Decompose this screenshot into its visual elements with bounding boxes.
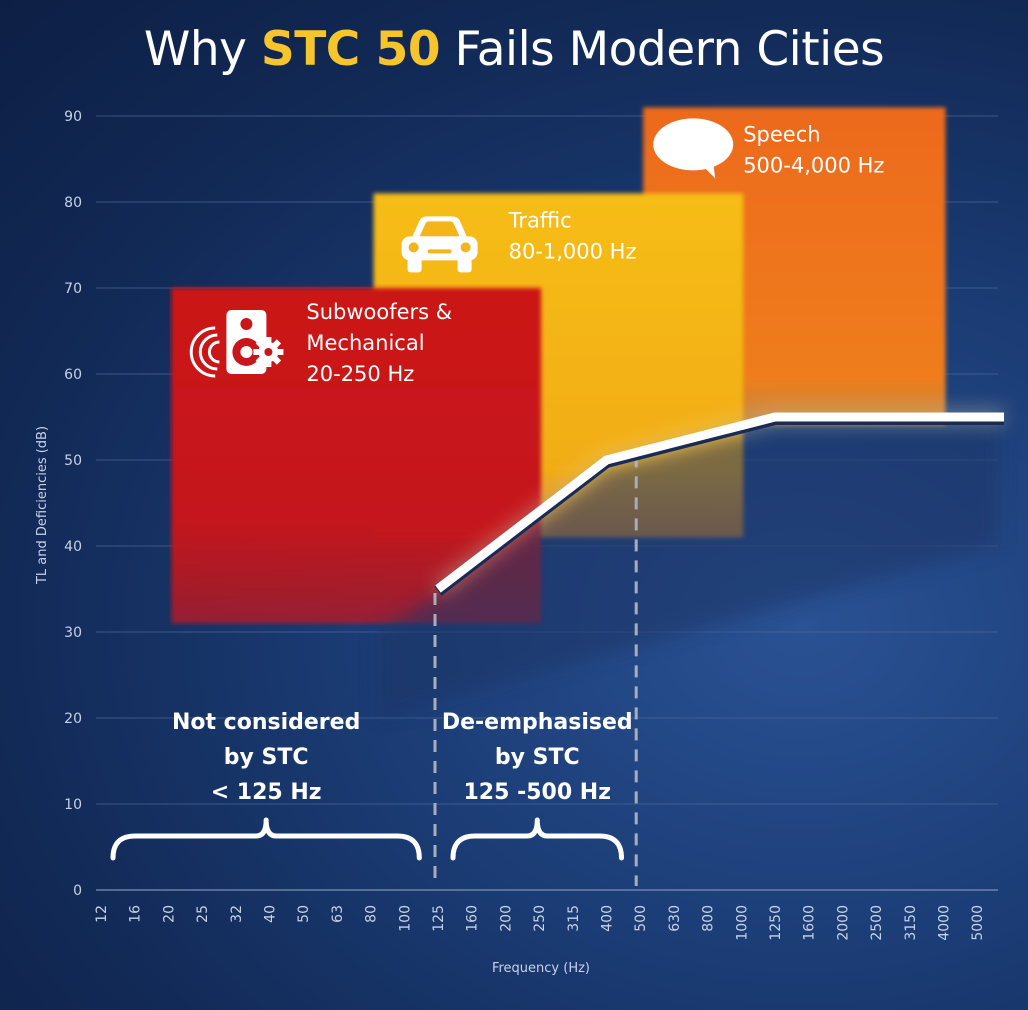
- curve-line: [435, 412, 1004, 593]
- y-tick-label: 20: [64, 711, 82, 727]
- x-tick-label: 25: [195, 905, 211, 923]
- annotation-1-brace: [450, 817, 624, 861]
- y-axis-title: TL and Deficiencies (dB): [35, 426, 50, 585]
- y-tick-label: 10: [64, 797, 82, 813]
- y-tick-label: 40: [64, 539, 82, 555]
- x-tick-label: 5000: [970, 905, 986, 941]
- y-tick-label: 60: [64, 367, 82, 383]
- x-tick-label: 80: [364, 905, 380, 923]
- x-tick-label: 4000: [937, 905, 953, 941]
- x-tick-label: 315: [566, 905, 582, 932]
- band-icons: [189, 118, 734, 378]
- x-tick-label: 1000: [734, 905, 750, 941]
- x-tick-label: 125: [431, 905, 447, 932]
- x-tick-label: 160: [465, 905, 481, 932]
- band-speech-label: Speech: [743, 122, 820, 146]
- x-tick-label: 400: [600, 905, 616, 932]
- annotation-0-brace: [110, 817, 422, 861]
- y-tick-label: 30: [64, 625, 82, 641]
- annotation-0-text: by STC: [224, 745, 309, 770]
- x-tick-label: 2000: [835, 905, 851, 941]
- band-traffic-label: 80-1,000 Hz: [509, 239, 637, 263]
- band-subwoofers-label: 20-250 Hz: [306, 362, 414, 386]
- annotation-0-text: Not considered: [172, 710, 360, 735]
- speaker-icon: [189, 310, 284, 378]
- y-tick-label: 70: [64, 281, 82, 297]
- band-traffic-label: Traffic: [508, 208, 572, 232]
- x-tick-label: 3150: [903, 905, 919, 941]
- x-tick-label: 32: [229, 905, 245, 923]
- car-icon: [401, 216, 478, 273]
- x-tick-label: 50: [296, 905, 312, 923]
- stc-curve: [433, 409, 1004, 596]
- curve-shadow: [378, 423, 998, 718]
- title-highlight: STC 50: [260, 22, 441, 77]
- band-subwoofers-label: Subwoofers &: [306, 300, 452, 324]
- x-tick-label: 63: [330, 905, 346, 923]
- chart-title: Why STC 50 Fails Modern Cities: [0, 22, 1028, 77]
- annotation-1-text: De-emphasised: [442, 710, 633, 735]
- y-tick-label: 80: [64, 195, 82, 211]
- x-tick-label: 20: [161, 905, 177, 923]
- x-tick-label: 40: [263, 905, 279, 923]
- y-tick-label: 90: [64, 109, 82, 125]
- x-tick-label: 1600: [802, 905, 818, 941]
- x-tick-label: 1250: [768, 905, 784, 941]
- x-tick-label: 250: [532, 905, 548, 932]
- x-tick-label: 12: [94, 905, 110, 923]
- y-tick-label: 50: [64, 453, 82, 469]
- x-tick-label: 800: [701, 905, 717, 932]
- band-labels: Subwoofers & Mechanical 20-250 Hz Traffic 80…: [306, 122, 884, 386]
- x-tick-label: 16: [128, 905, 144, 923]
- axes: 0 10 20 30 40 50 60 70 80 90 12 16 20 25 32 40 50 63 80 100…: [35, 109, 998, 976]
- x-tick-label: 2500: [869, 905, 885, 941]
- divider-lines: [433, 455, 638, 886]
- x-tick-label: 200: [498, 905, 514, 932]
- speech-bubble-icon: [653, 118, 734, 179]
- annotation-1-text: 125 -500 Hz: [463, 780, 611, 805]
- x-tick-label: 630: [667, 905, 683, 932]
- annotation-1-text: by STC: [495, 745, 580, 770]
- title-prefix: Why: [143, 22, 261, 77]
- x-tick-label: 100: [397, 905, 413, 932]
- stc-annotations: Not considered by STC < 125 Hz De-emphasise…: [110, 710, 633, 861]
- title-suffix: Fails Modern Cities: [440, 22, 885, 77]
- x-tick-label: 500: [633, 905, 649, 932]
- annotation-0-text: < 125 Hz: [211, 780, 322, 805]
- y-tick-label: 0: [73, 883, 82, 899]
- x-axis-title: Frequency (Hz): [492, 961, 590, 976]
- band-subwoofers-label: Mechanical: [306, 331, 424, 355]
- band-speech-label: 500-4,000 Hz: [743, 153, 884, 177]
- band-shadow-below-curve: [378, 423, 998, 718]
